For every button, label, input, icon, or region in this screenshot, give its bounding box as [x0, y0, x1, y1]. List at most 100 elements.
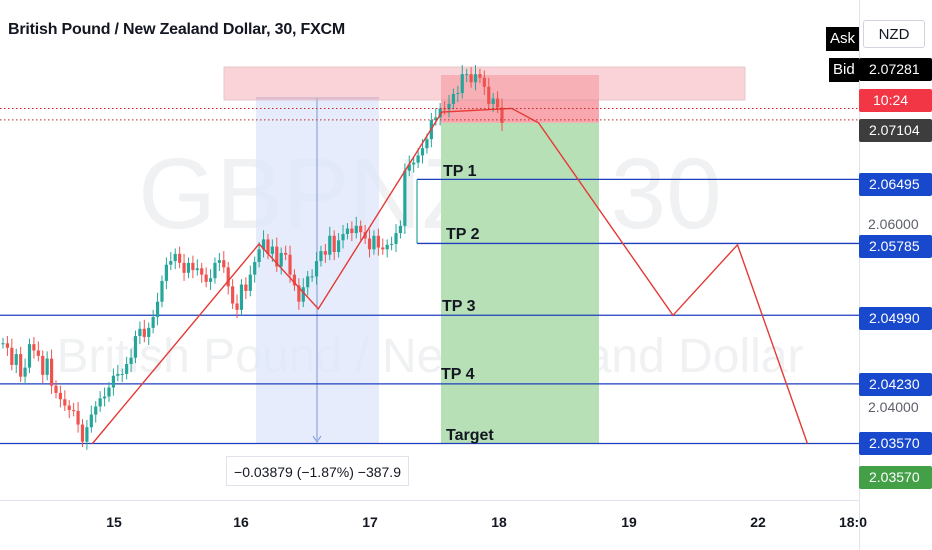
tp3-label: TP 3: [442, 298, 476, 315]
candle-body: [142, 328, 146, 337]
candle-body: [182, 262, 186, 273]
candle-body: [67, 405, 71, 411]
candle-body: [191, 262, 195, 271]
candle-body: [222, 260, 226, 268]
candle-body: [288, 254, 292, 275]
watermark-symbol: GBPNZD, 30: [138, 138, 722, 250]
candle-body: [125, 364, 129, 374]
candle-body: [447, 103, 451, 110]
currency-selector[interactable]: NZD: [863, 20, 925, 48]
candle-body: [85, 427, 89, 442]
candle-body: [129, 357, 133, 365]
candle-body: [473, 74, 478, 83]
candle-body: [147, 327, 151, 337]
tp1-label: TP 1: [443, 163, 477, 180]
candle-body: [341, 233, 345, 241]
candle-body: [89, 414, 93, 428]
candle-body: [420, 148, 425, 156]
candle-body: [337, 240, 341, 253]
candle-body: [438, 108, 442, 118]
candle-body: [248, 274, 252, 291]
candle-body: [208, 278, 213, 282]
candle-body: [231, 286, 235, 304]
candle-body: [76, 410, 80, 425]
candle-body: [310, 276, 314, 278]
tp4-price-tag: 2.04230: [859, 373, 932, 396]
time-tick: 15: [106, 514, 122, 530]
candle-body: [257, 249, 261, 262]
candle-body: [500, 107, 504, 123]
candle-body: [478, 74, 482, 78]
candle-body: [217, 260, 221, 263]
candle-body: [301, 287, 305, 302]
time-tick: 16: [233, 514, 249, 530]
candle-body: [5, 343, 10, 348]
candle-body: [381, 247, 385, 250]
candle-body: [275, 246, 279, 267]
candle-body: [314, 261, 319, 277]
candle-body: [394, 233, 398, 244]
target-price-tag: 2.03570: [859, 432, 932, 455]
candle-body: [270, 246, 274, 254]
candle-body: [169, 261, 173, 265]
tp2-label: TP 2: [446, 226, 480, 243]
candle-body: [178, 253, 182, 263]
candle-body: [469, 74, 473, 83]
candle-body: [279, 252, 283, 267]
candle-body: [151, 317, 155, 328]
ask-label: Ask: [826, 27, 860, 51]
candle-body: [173, 253, 177, 262]
watermark-name: British Pound / New Zealand Dollar: [56, 330, 803, 383]
bid-price-tag: 2.07104: [859, 119, 932, 142]
candle-body: [284, 252, 288, 255]
measure-arrowhead: [312, 435, 322, 443]
candle-body: [27, 344, 32, 368]
candle-body: [19, 354, 23, 377]
candle-body: [133, 336, 138, 358]
candle-body: [460, 74, 464, 94]
candle-body: [345, 228, 350, 234]
measure-readout: −0.03879 (−1.87%) −387.9: [226, 456, 409, 486]
candle-body: [323, 251, 327, 255]
candle-body: [41, 355, 45, 375]
candle-body: [434, 117, 438, 121]
candle-body: [350, 228, 354, 234]
candle-body: [23, 367, 27, 377]
candle-body: [204, 274, 208, 282]
tp4-label: TP 4: [441, 366, 475, 383]
candle-body: [72, 410, 76, 412]
candle-body: [297, 285, 301, 302]
target-position-tag: 2.03570: [859, 466, 932, 489]
candle-body: [319, 251, 323, 262]
candle-body: [49, 358, 54, 386]
candle-body: [403, 170, 407, 226]
candle-body: [261, 239, 266, 250]
profit-zone: [441, 122, 599, 444]
candle-body: [239, 284, 244, 310]
candle-body: [54, 385, 58, 393]
candle-body: [390, 243, 394, 245]
candle-body: [359, 225, 363, 233]
candle-body: [491, 98, 495, 104]
candle-body: [155, 301, 160, 318]
candle-body: [138, 328, 142, 337]
candle-body: [36, 350, 40, 356]
candle-body: [412, 162, 416, 165]
candle-body: [292, 274, 297, 286]
candle-body: [416, 155, 420, 163]
target-label: Target: [446, 427, 494, 444]
candle-body: [14, 354, 18, 365]
candle-body: [306, 276, 310, 288]
candle-body: [425, 139, 429, 149]
candle-body: [367, 238, 372, 250]
candle-body: [120, 373, 124, 375]
candle-body: [328, 235, 332, 255]
candle-body: [398, 225, 403, 234]
candle-body: [195, 268, 199, 271]
candle-body: [107, 387, 111, 397]
countdown-tag: 10:24: [859, 89, 932, 112]
candle-body: [487, 86, 491, 104]
candle-body: [58, 392, 63, 400]
candle-body: [160, 280, 164, 302]
